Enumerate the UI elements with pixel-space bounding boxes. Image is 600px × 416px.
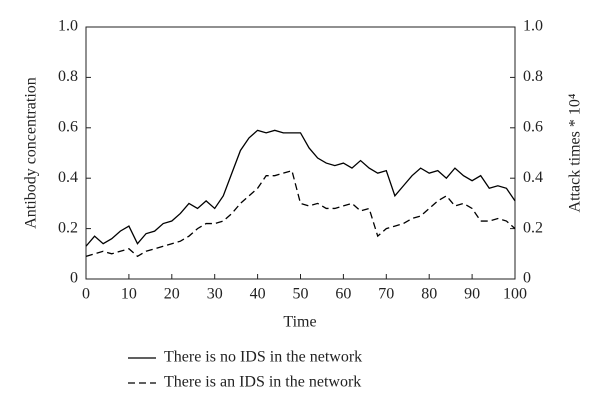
x-tick-label: 40	[250, 286, 266, 303]
y2-axis-label: Attack times * 10⁴	[567, 93, 584, 212]
legend-label: There is no IDS in the network	[164, 349, 362, 366]
series-line	[85, 169, 516, 258]
y2-tick-label: 0.2	[523, 219, 543, 236]
x-tick-label: 30	[207, 286, 223, 303]
x-tick-label: 50	[293, 286, 309, 303]
y-tick-label: 0.8	[58, 68, 78, 85]
y-tick-label: 0.4	[58, 169, 78, 186]
x-tick-label: 100	[503, 286, 527, 303]
y2-tick-label: 0.8	[523, 68, 543, 85]
y-tick-label: 0.6	[58, 118, 78, 135]
x-tick-label: 90	[464, 286, 480, 303]
x-axis-label: Time	[283, 314, 316, 331]
series-line	[85, 129, 516, 247]
y-tick-label: 0.2	[58, 219, 78, 236]
x-tick-label: 80	[421, 286, 437, 303]
y-tick-label: 0	[70, 270, 78, 287]
y-tick-label: 1.0	[58, 18, 78, 35]
x-tick-label: 10	[121, 286, 137, 303]
x-tick-label: 60	[335, 286, 351, 303]
x-tick-label: 70	[378, 286, 394, 303]
y2-tick-label: 0.6	[523, 118, 543, 135]
y2-tick-label: 0.4	[523, 169, 543, 186]
x-tick-label: 0	[82, 286, 90, 303]
y2-tick-label: 0	[523, 270, 531, 287]
y2-tick-label: 1.0	[523, 18, 543, 35]
legend-label: There is an IDS in the network	[164, 374, 361, 391]
x-tick-label: 20	[164, 286, 180, 303]
plot-frame	[85, 26, 516, 280]
y-axis-label: Antibody concentration	[23, 77, 40, 229]
